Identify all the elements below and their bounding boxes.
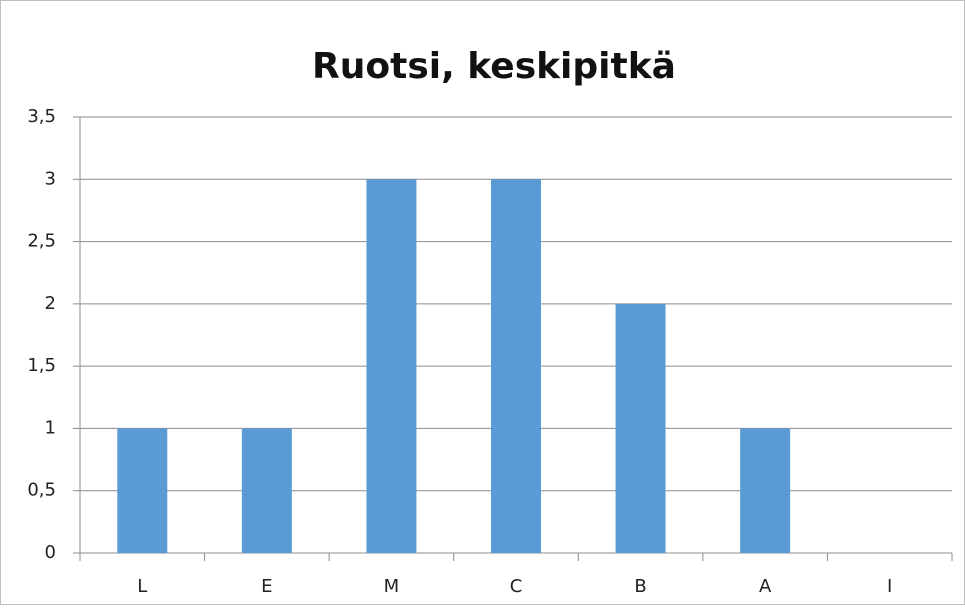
x-tick-label: L (137, 576, 147, 597)
bar (366, 179, 417, 554)
x-tick-label: A (759, 576, 772, 597)
bar (615, 303, 666, 553)
chart-title: Ruotsi, keskipitkä (312, 46, 676, 87)
y-tick-label: 1,5 (27, 355, 56, 376)
x-tick-label: C (510, 576, 523, 597)
bar (117, 428, 168, 553)
y-tick-label: 3,5 (27, 106, 56, 127)
bar (491, 179, 541, 554)
x-tick-label: I (887, 576, 892, 597)
y-tick-label: 2 (45, 293, 56, 314)
bar (241, 428, 292, 553)
y-tick-label: 3 (45, 168, 56, 189)
x-tick-label: M (384, 576, 400, 597)
y-tick-label: 1 (45, 417, 56, 438)
x-tick-label: B (634, 576, 646, 597)
y-tick-label: 0 (45, 542, 56, 563)
y-tick-label: 2,5 (27, 231, 56, 252)
x-tick-label: E (261, 576, 272, 597)
bar (740, 428, 791, 553)
y-tick-label: 0,5 (27, 480, 56, 501)
